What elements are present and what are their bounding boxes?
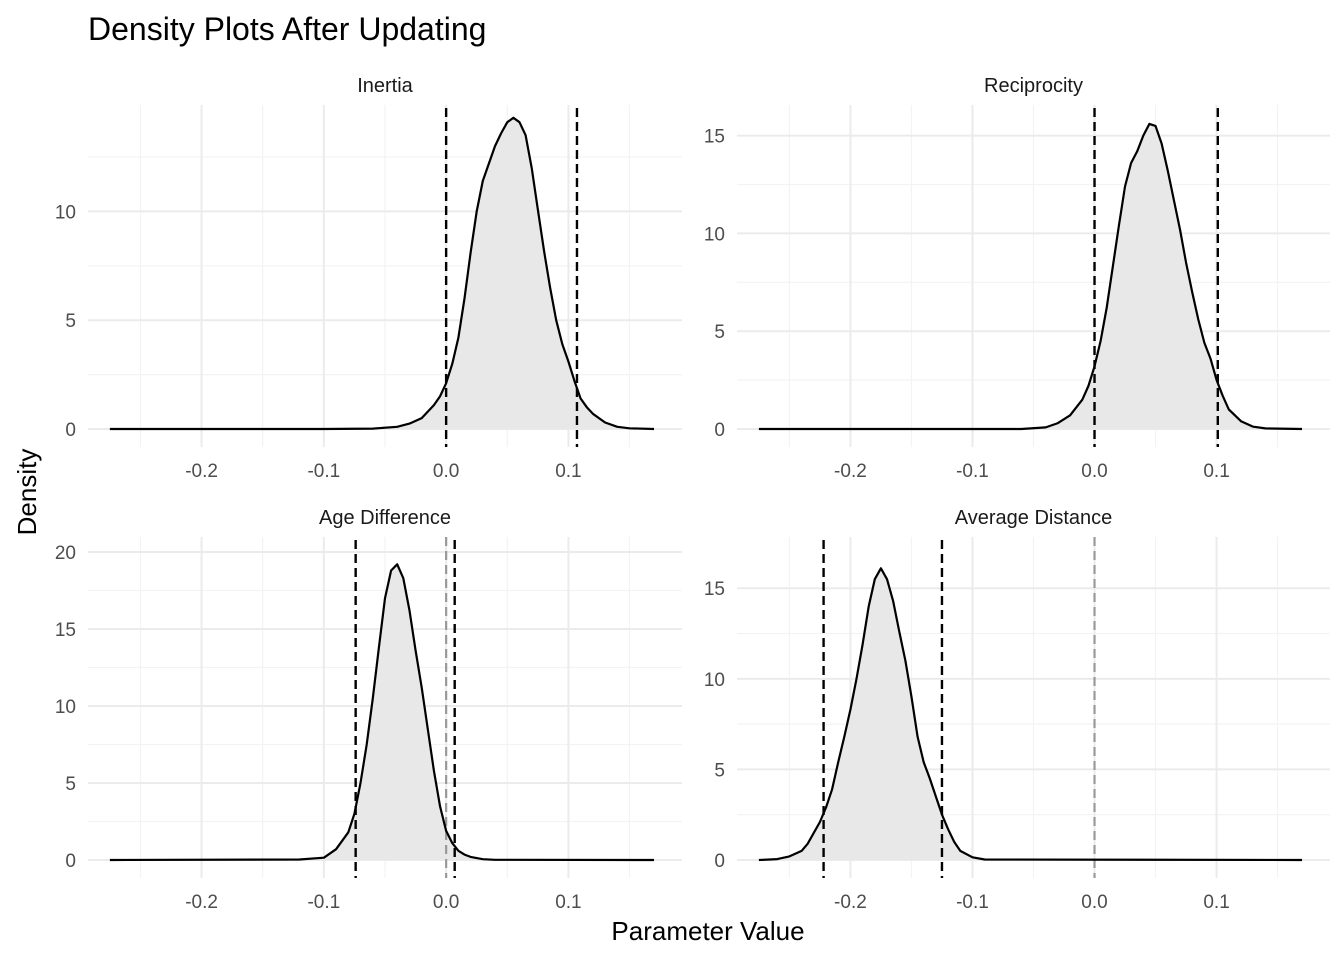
y-tick-label: 10	[55, 202, 76, 223]
x-tick-label: 0.0	[1081, 892, 1107, 913]
y-axis-label: Density	[12, 449, 42, 536]
x-tick-label: -0.1	[956, 461, 989, 482]
panel-title: Age Difference	[319, 507, 451, 529]
x-tick-label: 0.0	[433, 461, 459, 482]
x-tick-label: -0.1	[956, 892, 989, 913]
x-tick-label: 0.0	[1081, 461, 1107, 482]
x-tick-label: 0.1	[555, 892, 581, 913]
density-line	[758, 122, 1303, 431]
x-tick-label: 0.1	[1203, 461, 1229, 482]
y-tick-label: 10	[55, 697, 76, 718]
y-tick-label: 5	[714, 322, 725, 343]
x-tick-label: 0.0	[433, 892, 459, 913]
y-tick-label: 0	[714, 420, 725, 441]
density-area	[758, 568, 1302, 860]
panels: Inertia -0.2 -0.1 0.0 0.1 0 5 10 Reciprocity -0.2…	[55, 75, 1330, 913]
panel-title: Reciprocity	[984, 75, 1083, 97]
y-tick-label: 15	[704, 127, 725, 148]
y-tick-label: 5	[65, 774, 76, 795]
panel-average-distance: Average Distance -0.2 -0.1 0.0 0.1 0 5 10 15	[704, 507, 1330, 913]
density-area	[109, 117, 654, 430]
y-tick-label: 20	[55, 543, 76, 564]
y-tick-label: 5	[714, 760, 725, 781]
density-line	[758, 567, 1303, 862]
panel-reciprocity: Reciprocity -0.2 -0.1 0.0 0.1 0 5 10 15	[704, 75, 1330, 482]
x-tick-label: -0.2	[834, 892, 867, 913]
y-tick-label: 15	[704, 579, 725, 600]
density-area	[758, 123, 1302, 430]
x-tick-label: -0.2	[185, 892, 218, 913]
x-tick-label: 0.1	[555, 461, 581, 482]
density-line	[109, 116, 655, 431]
x-tick-label: -0.1	[307, 461, 340, 482]
y-tick-label: 10	[704, 670, 725, 691]
y-tick-label: 0	[65, 851, 76, 872]
panel-inertia: Inertia -0.2 -0.1 0.0 0.1 0 5 10	[55, 75, 682, 482]
panel-title: Average Distance	[955, 507, 1113, 529]
density-line	[109, 563, 655, 862]
x-tick-label: -0.2	[834, 461, 867, 482]
panel-title: Inertia	[357, 75, 413, 97]
x-tick-label: 0.1	[1203, 892, 1229, 913]
chart-title: Density Plots After Updating	[88, 11, 486, 47]
y-tick-label: 0	[65, 420, 76, 441]
panel-age-difference: Age Difference -0.2 -0.1 0.0 0.1 0 5 10 15 20	[55, 507, 682, 913]
y-tick-label: 5	[65, 311, 76, 332]
y-tick-label: 10	[704, 224, 725, 245]
y-tick-label: 0	[714, 851, 725, 872]
x-tick-label: -0.2	[185, 461, 218, 482]
density-area	[109, 564, 654, 860]
y-tick-label: 15	[55, 620, 76, 641]
x-axis-label: Parameter Value	[611, 916, 804, 946]
x-tick-label: -0.1	[307, 892, 340, 913]
